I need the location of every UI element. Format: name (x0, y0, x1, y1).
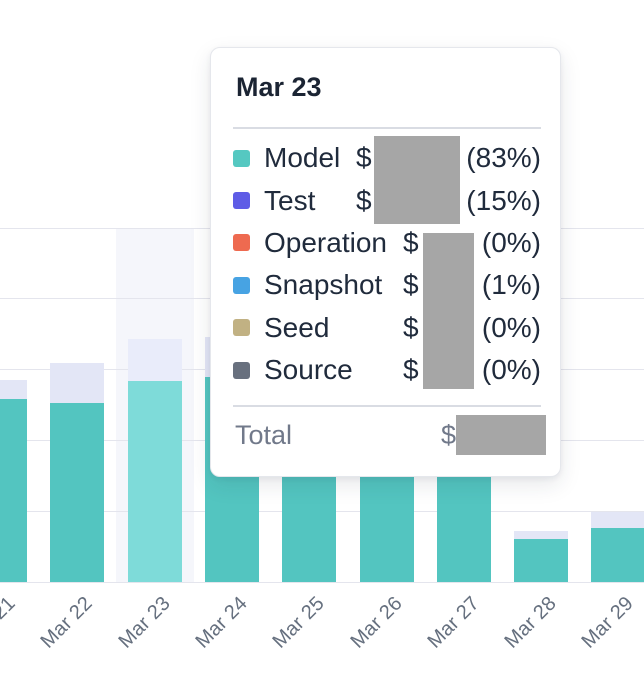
series-share-percent: (0%) (481, 354, 541, 386)
series-amount-currency: $ (356, 142, 372, 174)
bar-segment-model[interactable] (128, 381, 182, 582)
series-color-swatch (233, 192, 250, 210)
series-color-swatch (233, 234, 250, 252)
redacted-total-overlay (456, 415, 546, 455)
bar-segment-test[interactable] (0, 380, 27, 399)
tooltip-series-row: Operation $ (0%) (211, 222, 562, 264)
tooltip-series-row: Test $ (15%) (211, 179, 562, 221)
tooltip-series-row: Snapshot $ (1%) (211, 264, 562, 306)
tooltip-series-list: Model $ (83%) Test $ (15%) Operation $ (0%) Snaps… (211, 137, 562, 391)
tooltip-title: Mar 23 (236, 72, 322, 102)
bar-segment-model[interactable] (591, 528, 644, 582)
chart-tooltip: Mar 23 Model $ (83%) Test $ (15%) Operation $ (0… (210, 47, 561, 477)
redacted-amount-overlay (423, 233, 474, 389)
series-amount-currency: $ (403, 354, 419, 386)
x-axis-line (0, 582, 644, 583)
bar-segment-test[interactable] (514, 531, 568, 539)
bar-segment-test[interactable] (128, 339, 182, 381)
series-color-swatch (233, 361, 250, 379)
series-amount-currency: $ (403, 269, 419, 301)
bar-segment-model[interactable] (514, 539, 568, 582)
bar-segment-model[interactable] (437, 460, 491, 582)
tooltip-total-label: Total (235, 420, 293, 450)
series-label: Test (264, 184, 316, 216)
tooltip-series-row: Seed $ (0%) (211, 307, 562, 349)
series-amount-currency: $ (403, 226, 419, 258)
series-color-swatch (233, 149, 250, 167)
series-label: Seed (264, 311, 330, 343)
series-color-swatch (233, 319, 250, 337)
bar-segment-test[interactable] (591, 512, 644, 528)
bar-segment-test[interactable] (50, 363, 104, 403)
series-color-swatch (233, 276, 250, 294)
tooltip-series-row: Source $ (0%) (211, 349, 562, 391)
series-share-percent: (0%) (481, 311, 541, 343)
tooltip-divider (233, 127, 541, 129)
series-label: Model (264, 142, 341, 174)
series-share-percent: (1%) (481, 269, 541, 301)
series-label: Operation (264, 226, 387, 258)
tooltip-series-row: Model $ (83%) (211, 137, 562, 179)
series-label: Snapshot (264, 269, 383, 301)
series-share-percent: (15%) (466, 184, 541, 216)
redacted-amount-overlay (374, 136, 460, 224)
bar-segment-model[interactable] (360, 458, 414, 582)
series-share-percent: (83%) (466, 142, 541, 174)
series-amount-currency: $ (403, 311, 419, 343)
bar-segment-model[interactable] (0, 399, 27, 582)
series-share-percent: (0%) (481, 226, 541, 258)
series-amount-currency: $ (356, 184, 372, 216)
tooltip-total-currency: $ (441, 420, 457, 450)
bar-segment-model[interactable] (50, 403, 104, 582)
series-label: Source (264, 354, 353, 386)
tooltip-divider (233, 405, 541, 407)
